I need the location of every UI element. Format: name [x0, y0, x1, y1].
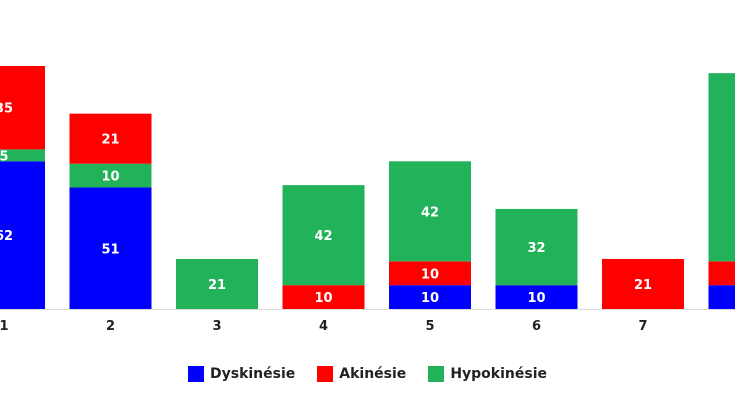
- bar-segment-8-0: [708, 285, 735, 309]
- x-tick-label-6: 6: [532, 319, 541, 334]
- bar-value-label-4-0: 10: [314, 291, 332, 306]
- bar-segment-2-2: [69, 113, 152, 164]
- bar-segment-3-0: [176, 258, 258, 309]
- bar-segment-8-1: [708, 261, 735, 286]
- bar-value-label-7-0: 21: [634, 278, 652, 293]
- legend-label-dyskinesie: Dyskinésie: [209, 366, 296, 382]
- bar-segment-6-1: [495, 208, 578, 286]
- bar-value-label-2-2: 21: [101, 133, 119, 148]
- bar-segment-4-1: [282, 185, 365, 286]
- bar-value-label-1-2: 35: [0, 102, 13, 117]
- legend-item-hypokinesie: Hypokinésie: [428, 366, 547, 382]
- bar-value-label-1-0: 62: [0, 229, 13, 244]
- bar-segment-1-2: [0, 66, 45, 150]
- bar-segment-4-0: [282, 285, 365, 309]
- bar-segment-6-0: [495, 285, 578, 309]
- bar-segment-5-2: [389, 161, 471, 262]
- legend-label-hypokinesie: Hypokinésie: [450, 366, 547, 382]
- bar-value-label-6-0: 10: [527, 291, 545, 306]
- legend-swatch-dyskinesie: [187, 366, 204, 382]
- bar-value-label-5-1: 10: [421, 267, 439, 282]
- bar-segment-2-1: [69, 163, 152, 188]
- bar-value-label-6-1: 32: [527, 241, 545, 256]
- legend-item-akinesie: Akinésie: [317, 366, 406, 382]
- bar-value-label-5-0: 10: [421, 291, 439, 306]
- bar-segment-5-0: [389, 285, 471, 309]
- x-tick-label-4: 4: [319, 319, 328, 334]
- x-tick-label-5: 5: [425, 319, 434, 334]
- bar-value-label-1-1: 5: [0, 149, 9, 164]
- x-tick-label-3: 3: [212, 319, 221, 334]
- legend: Dyskinésie Akinésie Hypokinésie: [0, 366, 735, 382]
- bar-value-label-3-0: 21: [208, 278, 226, 293]
- bar-value-label-2-1: 10: [101, 170, 119, 185]
- x-tick-label-7: 7: [638, 319, 647, 334]
- bar-value-label-4-1: 42: [314, 229, 332, 244]
- bar-segment-5-1: [389, 261, 471, 286]
- legend-label-akinesie: Akinésie: [339, 366, 407, 382]
- bar-segment-1-0: [0, 161, 45, 309]
- bar-segment-8-2: [708, 73, 735, 262]
- bar-segment-2-0: [69, 187, 152, 309]
- x-tick-label-1: 1: [0, 319, 9, 334]
- bar-value-label-2-0: 51: [101, 242, 119, 257]
- legend-item-dyskinesie: Dyskinésie: [187, 366, 296, 382]
- bar-segment-1-1: [0, 149, 45, 162]
- x-tick-label-2: 2: [106, 319, 115, 334]
- bar-segment-7-0: [602, 258, 684, 309]
- legend-swatch-hypokinesie: [428, 366, 445, 382]
- legend-swatch-akinesie: [317, 366, 334, 382]
- bar-value-label-5-2: 42: [421, 205, 439, 220]
